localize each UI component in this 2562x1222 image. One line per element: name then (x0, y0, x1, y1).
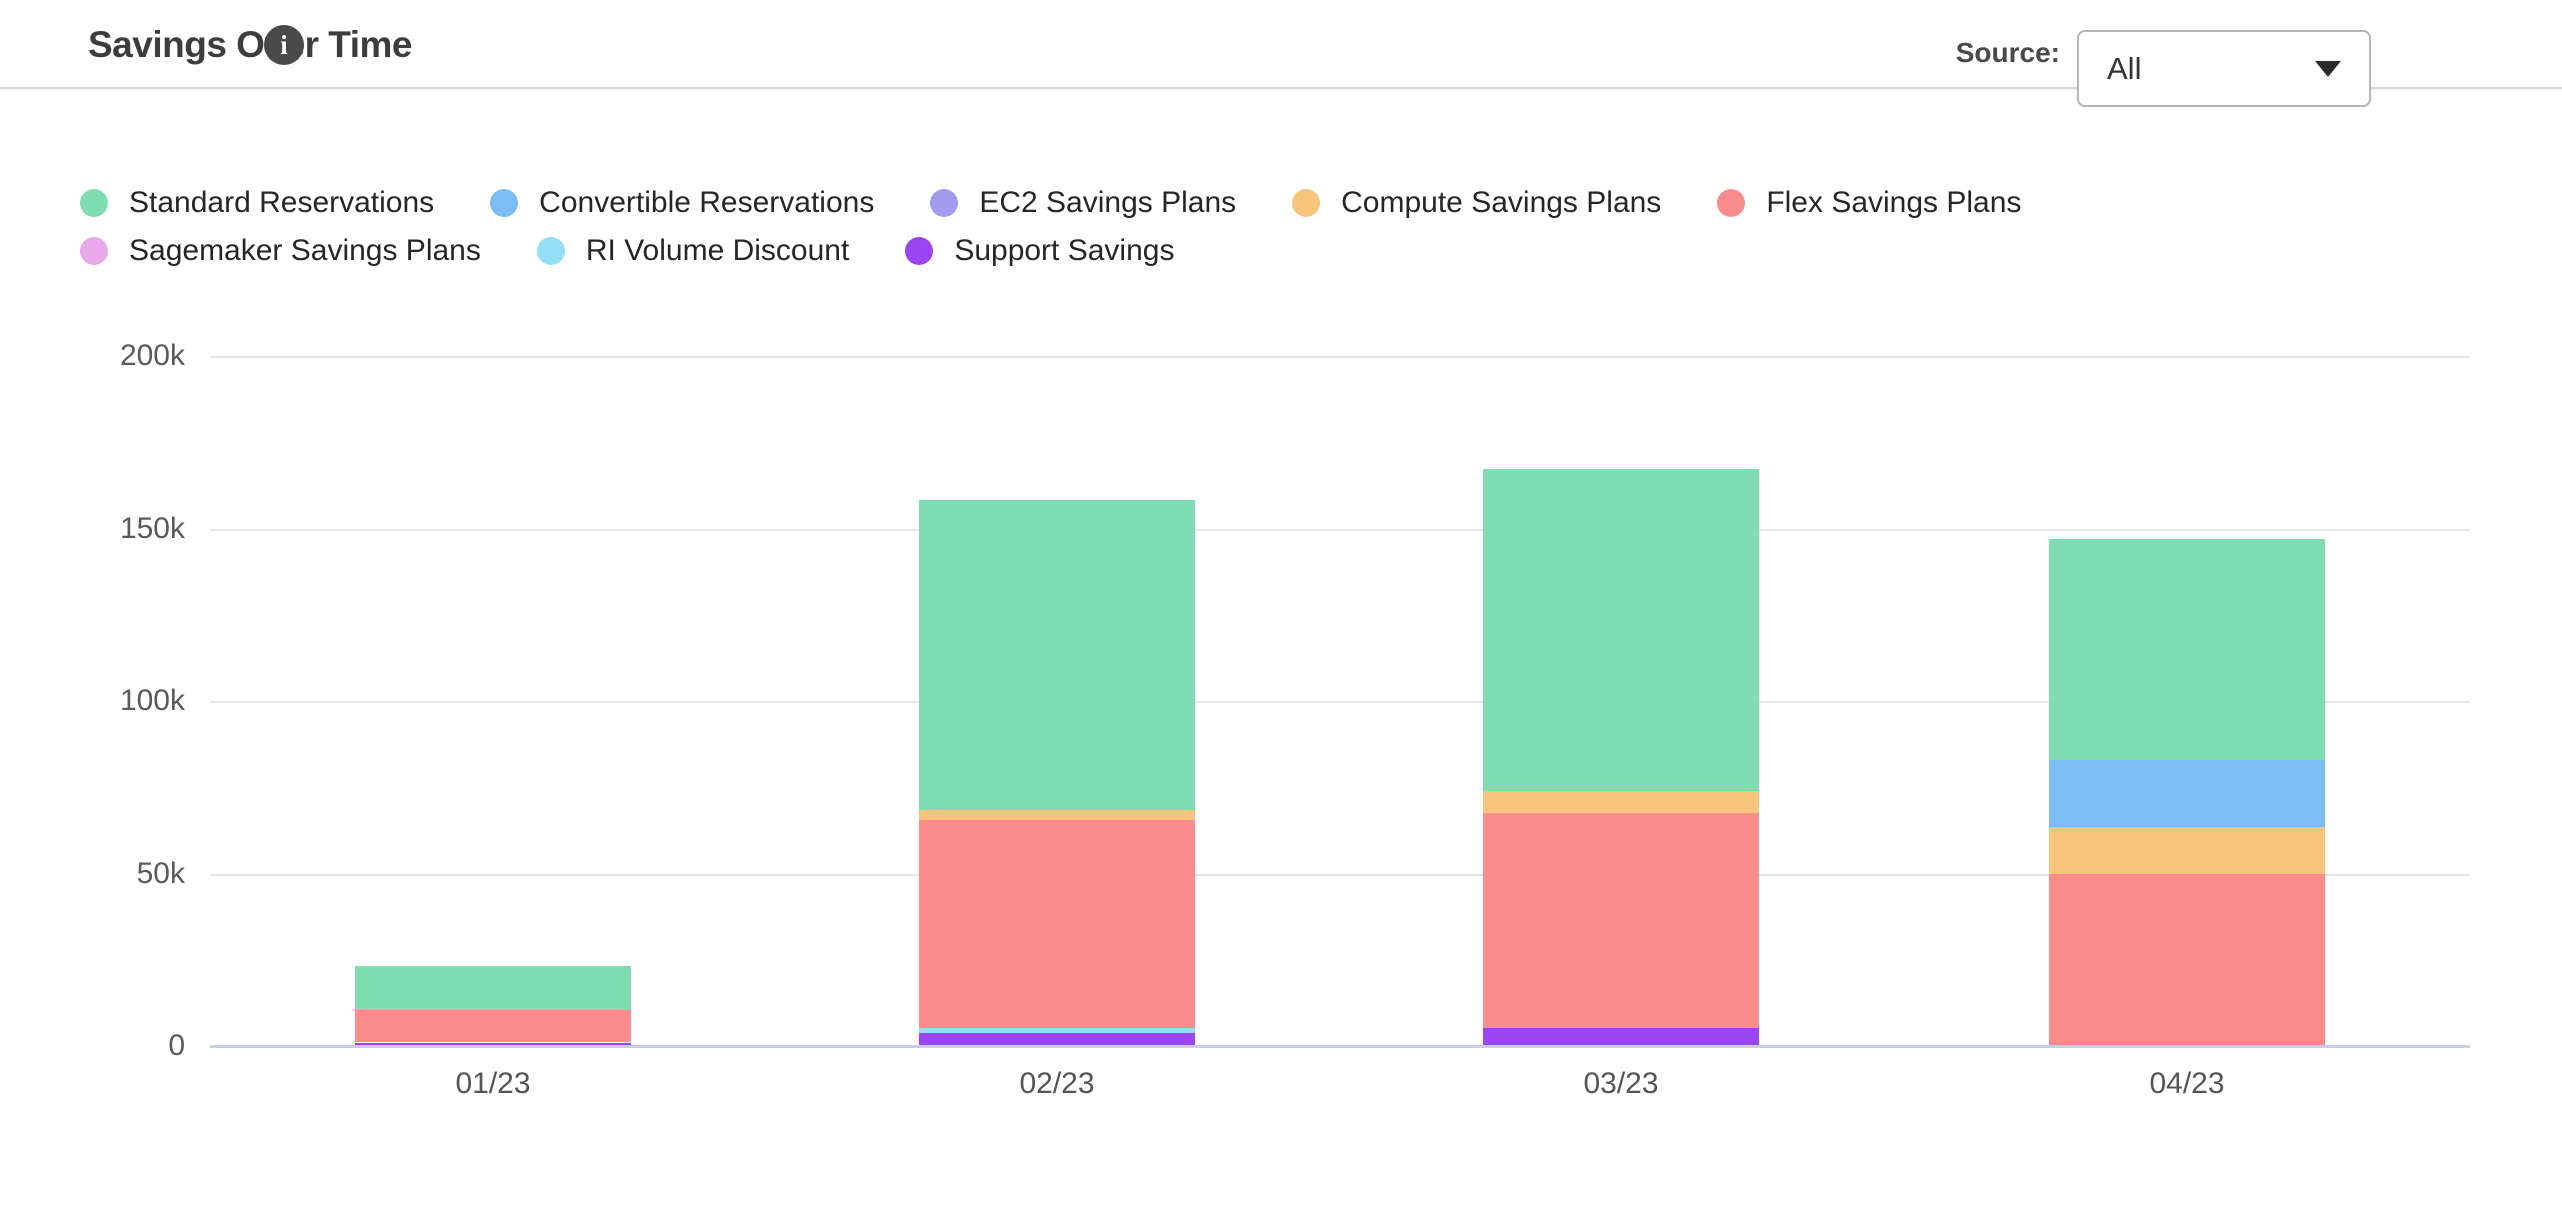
legend-item-label: Flex Savings Plans (1766, 186, 2022, 219)
legend-item[interactable]: Sagemaker Savings Plans (80, 234, 481, 268)
legend-item-label: Standard Reservations (129, 186, 435, 219)
legend-item-label: Convertible Reservations (539, 186, 875, 219)
gridline (210, 701, 2470, 703)
legend-swatch-icon (1717, 189, 1746, 217)
page-title: Savings Over Time (88, 24, 412, 65)
bar-segment (355, 1042, 631, 1046)
legend-item[interactable]: EC2 Savings Plans (930, 186, 1236, 220)
legend-swatch-icon (80, 237, 108, 265)
legend-item[interactable]: RI Volume Discount (536, 234, 850, 268)
bar-segment (919, 820, 1195, 1029)
gridline (210, 529, 2470, 531)
chart-legend: Standard Reservations Convertible Reserva… (80, 186, 2230, 268)
legend-item[interactable]: Compute Savings Plans (1292, 186, 1661, 220)
bar-segment (2049, 538, 2325, 760)
info-icon[interactable]: i (264, 25, 304, 65)
bar-segment (1483, 468, 1759, 791)
bar-segment (1483, 790, 1759, 813)
bar-segment (2049, 874, 2325, 1046)
source-dropdown-value: All (2107, 50, 2142, 86)
source-label: Source: (1955, 37, 2060, 68)
bar-segment (1483, 812, 1759, 1029)
legend-item[interactable]: Support Savings (905, 234, 1174, 268)
legend-swatch-icon (1292, 189, 1321, 217)
legend-item[interactable]: Standard Reservations (80, 186, 434, 220)
x-axis-tick-label: 03/23 (1583, 1067, 1659, 1100)
legend-item-label: RI Volume Discount (585, 234, 850, 267)
bar-segment (919, 499, 1195, 811)
bar-segment (1483, 1028, 1759, 1046)
y-axis-tick-label: 0 (168, 1029, 185, 1062)
legend-swatch-icon (80, 189, 108, 217)
y-axis-tick-label: 100k (119, 684, 185, 717)
bar-segment (919, 810, 1195, 821)
bar-segment (2049, 827, 2325, 875)
x-axis-tick-label: 01/23 (455, 1067, 531, 1100)
y-axis-tick-label: 200k (119, 339, 185, 372)
bar-segment (2049, 760, 2325, 828)
x-axis-tick-label: 04/23 (2149, 1067, 2225, 1100)
chevron-down-icon (2315, 60, 2341, 77)
legend-item-label: EC2 Savings Plans (979, 186, 1237, 219)
x-axis-tick-label: 02/23 (1019, 1067, 1095, 1100)
legend-item[interactable]: Flex Savings Plans (1717, 186, 2021, 220)
legend-swatch-icon (536, 237, 565, 265)
legend-item[interactable]: Convertible Reservations (490, 186, 874, 220)
gridline (210, 356, 2470, 358)
gridline (210, 874, 2470, 876)
header-divider (0, 87, 2562, 89)
y-axis-tick-label: 150k (119, 512, 185, 545)
y-axis-tick-label: 50k (136, 857, 185, 890)
legend-swatch-icon (930, 189, 959, 217)
x-axis-line (210, 1045, 2470, 1048)
legend-item-label: Support Savings (954, 234, 1175, 267)
bar-segment (355, 965, 631, 1011)
bar-segment (919, 1028, 1195, 1033)
bar-segment (919, 1032, 1195, 1046)
legend-swatch-icon (490, 189, 519, 217)
info-icon-glyph: i (280, 29, 288, 60)
legend-swatch-icon (905, 237, 934, 265)
legend-item-label: Sagemaker Savings Plans (129, 234, 481, 267)
source-dropdown[interactable]: All (2077, 30, 2371, 107)
bar-segment (355, 1010, 631, 1043)
legend-item-label: Compute Savings Plans (1341, 186, 1662, 219)
